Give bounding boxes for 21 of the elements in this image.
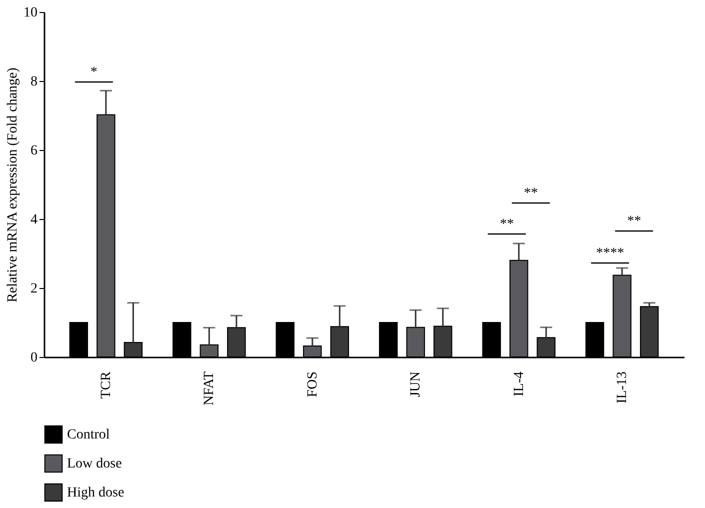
annotation: ** bbox=[500, 217, 514, 232]
x-tick-label: IL-13 bbox=[615, 372, 630, 404]
y-tick-label: 2 bbox=[30, 282, 38, 296]
y-tick-label: 8 bbox=[30, 74, 38, 90]
y-axis-title: Relative mRNA expression (Fold change) bbox=[6, 67, 20, 302]
annotation: **** bbox=[596, 246, 624, 261]
legend-label: Low dose bbox=[67, 456, 122, 472]
y-tick-label: 10 bbox=[24, 6, 38, 20]
annotation: ** bbox=[524, 186, 538, 201]
legend-label: High dose bbox=[67, 486, 124, 500]
y-tick-label: 4 bbox=[30, 212, 38, 228]
x-tick-label: FOS bbox=[305, 372, 320, 398]
y-tick-label: 0 bbox=[30, 350, 38, 366]
legend-label: Control bbox=[67, 428, 110, 442]
annotation: ** bbox=[627, 214, 642, 229]
x-tick-label: NFAT bbox=[202, 371, 218, 406]
x-tick-label: IL-4 bbox=[512, 372, 527, 396]
annotation: * bbox=[90, 65, 98, 80]
x-tick-label: TCR bbox=[98, 370, 114, 399]
y-tick-label: 6 bbox=[30, 144, 38, 158]
x-tick-label: JUN bbox=[408, 372, 424, 398]
